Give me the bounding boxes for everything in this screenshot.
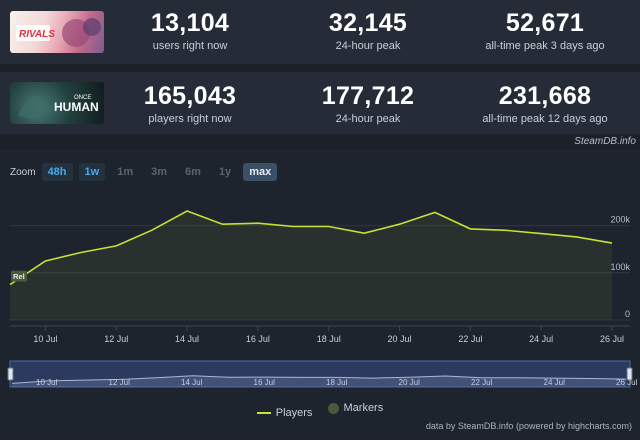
navigator-tick-label: 18 Jul [326, 378, 348, 387]
navigator-area [12, 375, 626, 387]
chart-credit[interactable]: data by SteamDB.info (powered by highcha… [425, 421, 632, 431]
y-tick-label: 0 [625, 309, 630, 319]
zoom-button-max[interactable]: max [243, 163, 278, 181]
x-tick-label: 16 Jul [246, 334, 270, 344]
human-logo-text: HUMAN [54, 100, 99, 114]
x-tick-label: 18 Jul [317, 334, 341, 344]
stat-label: all-time peak 12 days ago [482, 113, 608, 125]
zoom-button-1y[interactable]: 1y [218, 166, 232, 178]
marvel-rivals-logo-icon: RIVALS [16, 18, 101, 47]
navigator-line [11, 375, 627, 384]
x-tick-label: 20 Jul [388, 334, 412, 344]
stat-label: users right now [152, 40, 228, 52]
stat-all-time-peak: 231,668 all-time peak 12 days ago [470, 82, 620, 125]
navigator-tick-label: 20 Jul [399, 378, 421, 387]
stat-value: 52,671 [505, 9, 585, 37]
markers-dot-icon [327, 402, 339, 414]
range-navigator [7, 360, 633, 388]
stat-24h-peak: 177,712 24-hour peak [298, 82, 438, 125]
y-axis: 0 100k 200k [610, 215, 630, 319]
navigator-tick-label: 22 Jul [471, 378, 493, 387]
stat-users-now: 13,104 users right now [120, 9, 260, 52]
navigator-tick-label: 26 Jul [616, 378, 638, 387]
zoom-button-3m[interactable]: 3m [151, 166, 168, 178]
legend-item-markers[interactable]: Markers [327, 402, 384, 414]
game-card-1: RIVALS 13,104 users right now 32,145 24-… [0, 0, 640, 64]
x-axis: 10 Jul 12 Jul 14 Jul 16 Jul 18 Jul 20 Jul 22 J… [10, 325, 630, 344]
navigator-handle-right [626, 367, 633, 381]
navigator-tick-label: 14 Jul [181, 378, 203, 387]
game-card-2: ONCE HUMAN 165,043 players right now 177… [0, 72, 640, 134]
navigator-tick-label: 10 Jul [36, 378, 58, 387]
navigator-tick-label: 16 Jul [254, 378, 276, 387]
stat-24h-peak: 32,145 24-hour peak [298, 9, 438, 52]
zoom-controls: Zoom 48h 1w 1m 3m 6m 1y max [10, 162, 283, 182]
x-tick-label: 26 Jul [600, 334, 624, 344]
chart-panel [0, 150, 640, 439]
stat-value: 231,668 [498, 82, 592, 110]
players-line-icon [256, 411, 271, 414]
x-tick-label: 14 Jul [175, 334, 199, 344]
navigator-tick-label: 12 Jul [109, 378, 131, 387]
stat-value: 13,104 [150, 9, 230, 37]
zoom-button-6m[interactable]: 6m [185, 166, 201, 178]
x-tick-label: 24 Jul [529, 334, 553, 344]
y-tick-label: 200k [610, 215, 630, 225]
stat-value: 32,145 [328, 9, 408, 37]
players-series-line [9, 210, 613, 286]
navigator-tick-label: 24 Jul [544, 378, 566, 387]
source-link[interactable]: SteamDB.info [574, 136, 636, 147]
stat-label: players right now [148, 113, 232, 125]
x-tick-label: 10 Jul [33, 334, 57, 344]
game-thumbnail-1[interactable]: RIVALS [10, 11, 104, 53]
chart-legend: Players Markers [0, 402, 640, 419]
zoom-button-48h[interactable]: 48h [41, 163, 73, 181]
stat-value: 165,043 [143, 82, 237, 110]
marker-label: Rel [13, 272, 25, 281]
stat-label: all-time peak 3 days ago [485, 40, 605, 52]
legend-item-players[interactable]: Players [256, 406, 313, 419]
legend-label: Players [275, 406, 313, 419]
stat-all-time-peak: 52,671 all-time peak 3 days ago [470, 9, 620, 52]
x-tick-label: 22 Jul [458, 334, 482, 344]
stat-value: 177,712 [321, 82, 415, 110]
once-human-logo-icon: ONCE HUMAN [18, 95, 99, 120]
player-chart[interactable]: 0 100k 200k 10 Jul 12 Jul 14 Jul 16 Jul 18 Jul… [0, 180, 640, 440]
game-thumbnail-2[interactable]: ONCE HUMAN [10, 82, 104, 124]
chart-grid [10, 225, 630, 321]
zoom-button-1m[interactable]: 1m [117, 166, 134, 178]
navigator-x-axis: 10 Jul 12 Jul 14 Jul 16 Jul 18 Jul 20 Jul 22 J… [36, 378, 638, 387]
x-tick-label: 12 Jul [104, 334, 128, 344]
stat-players-now: 165,043 players right now [120, 82, 260, 125]
legend-label: Markers [343, 402, 384, 414]
once-logo-text: ONCE [74, 95, 91, 101]
zoom-button-1w[interactable]: 1w [78, 163, 106, 181]
stat-label: 24-hour peak [335, 113, 401, 125]
y-tick-label: 100k [610, 262, 630, 272]
rivals-logo-text: RIVALS [19, 29, 55, 40]
marker-badge [11, 270, 27, 282]
stat-label: 24-hour peak [335, 40, 401, 52]
players-area [10, 211, 612, 320]
navigator-handle-left [7, 367, 14, 381]
release-marker: Rel [11, 270, 27, 282]
zoom-label: Zoom [10, 166, 36, 178]
navigator-window [9, 360, 631, 388]
